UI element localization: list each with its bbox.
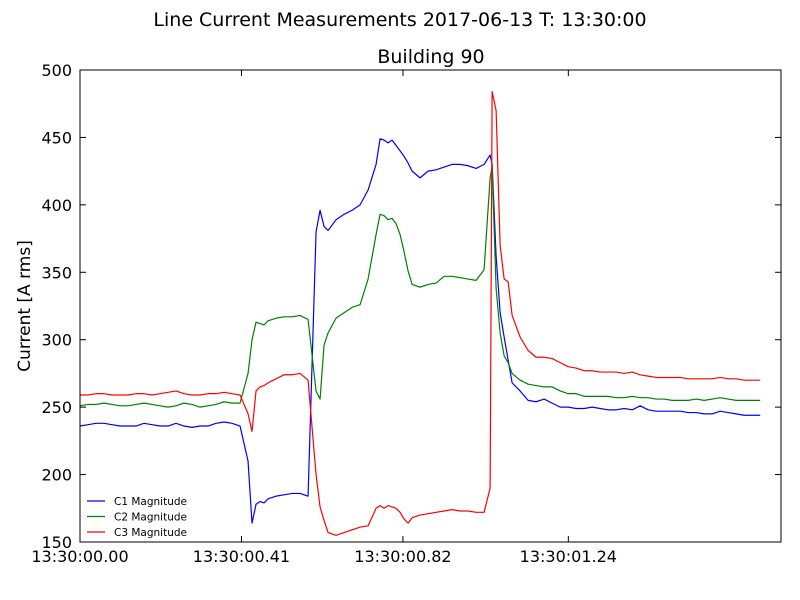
series-line-c2-magnitude (79, 166, 761, 408)
chart-title: Building 90 (377, 46, 484, 68)
series-line-c3-magnitude (80, 90, 761, 536)
y-tick-label: 250 (41, 398, 72, 417)
y-tick-label: 150 (41, 533, 72, 552)
axis-ticks: 150 200 250 300 350 400 450 500 13:30:00.00 13:30… (31, 61, 781, 566)
x-tick-label: 13:30:00.82 (354, 547, 451, 566)
figure-suptitle: Line Current Measurements 2017-06-13 T: … (153, 9, 646, 31)
y-tick-label: 350 (41, 263, 72, 282)
y-tick-label: 400 (41, 196, 72, 215)
legend-entry: C3 Magnitude (114, 527, 187, 539)
x-tick-label: 13:30:00.41 (193, 547, 290, 566)
x-tick-label: 13:30:00.00 (31, 547, 128, 566)
y-tick-label: 500 (41, 61, 72, 80)
y-tick-label: 450 (41, 128, 72, 147)
series-layer (79, 90, 761, 536)
legend-entry: C1 Magnitude (114, 496, 187, 508)
legend-entry: C2 Magnitude (114, 512, 187, 524)
legend: C1 Magnitude C2 Magnitude C3 Magnitude (87, 496, 187, 539)
x-tick-label: 13:30:01.24 (520, 547, 617, 566)
series-line-c1-magnitude (79, 138, 761, 524)
y-axis-label: Current [A rms] (15, 240, 35, 372)
y-tick-label: 200 (41, 466, 72, 485)
y-tick-label: 300 (41, 331, 72, 350)
plot-frame (79, 69, 782, 543)
